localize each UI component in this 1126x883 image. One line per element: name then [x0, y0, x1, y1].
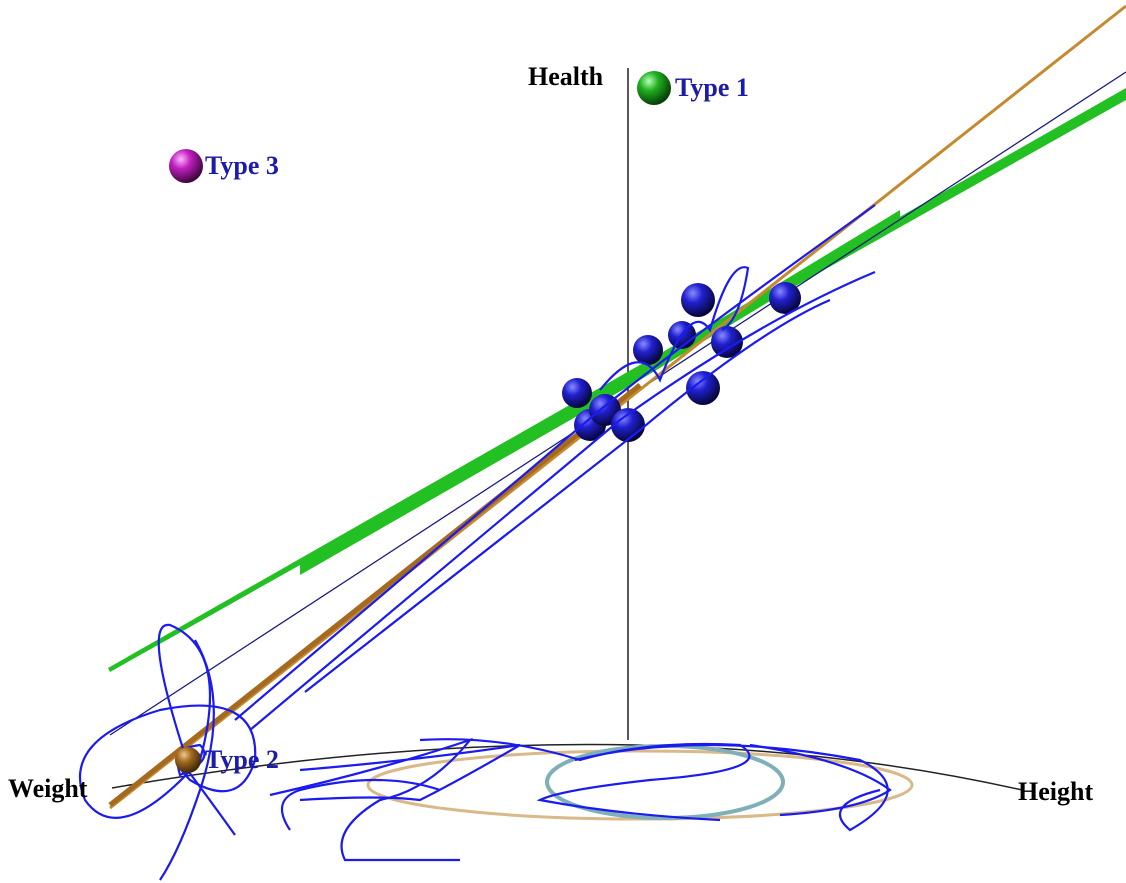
sphere [711, 326, 743, 358]
axis-label: Weight [8, 774, 88, 803]
sphere [769, 282, 801, 314]
legend-label: Type 1 [675, 73, 749, 102]
sphere [686, 371, 720, 405]
sphere [562, 378, 592, 408]
orange-line [108, 383, 642, 807]
sphere [681, 283, 715, 317]
scribbles [79, 204, 892, 881]
axis-label: Height [1018, 777, 1093, 806]
floor-axis [111, 743, 1023, 791]
legend-marker [175, 747, 201, 773]
axis-label: Health [528, 62, 604, 91]
sphere [633, 335, 663, 365]
legend-label: Type 2 [205, 745, 279, 774]
legend-marker [169, 149, 203, 183]
spheres [562, 282, 801, 442]
legend-label: Type 3 [205, 151, 279, 180]
legend-marker [637, 71, 671, 105]
